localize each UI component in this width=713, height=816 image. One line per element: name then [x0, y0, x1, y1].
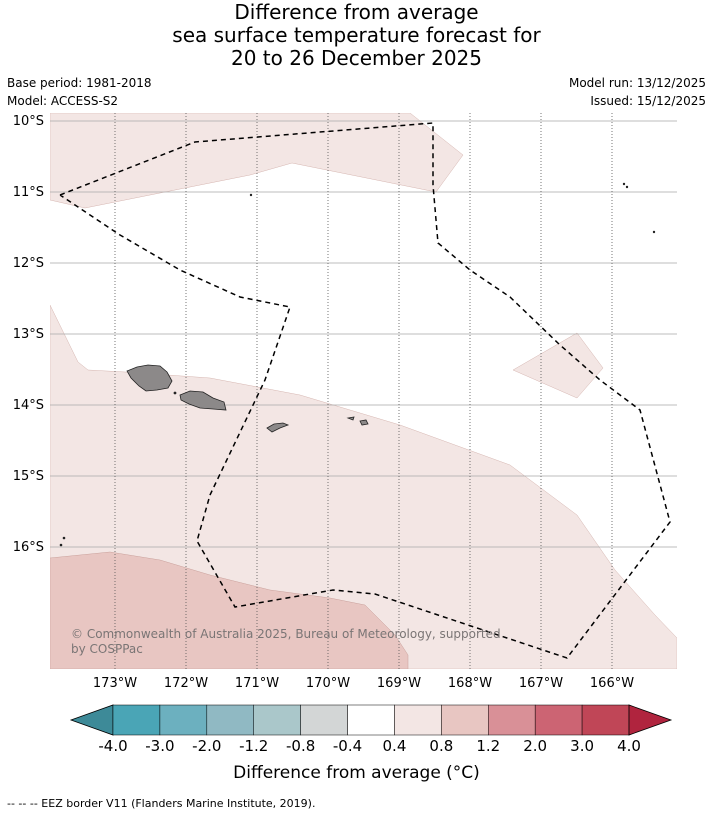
lon-label: 171°W [235, 676, 279, 691]
colorbar-bin [348, 705, 395, 735]
lon-label: 172°W [164, 676, 208, 691]
lat-label: 16°S [13, 540, 44, 555]
eez-footnote: -- -- -- EEZ border V11 (Flanders Marine… [7, 797, 315, 810]
anomaly-region-light-north [50, 113, 463, 208]
sst-anomaly-map: © Commonwealth of Australia 2025, Bureau… [0, 0, 713, 816]
latitude-labels: 10°S 11°S 12°S 13°S 14°S 15°S 16°S [13, 114, 44, 555]
colorbar-bin [488, 705, 535, 735]
colorbar-tick-label: -1.2 [239, 737, 268, 755]
lat-label: 12°S [13, 256, 44, 271]
longitude-labels: 173°W 172°W 171°W 170°W 169°W 168°W 167°… [93, 676, 634, 691]
tau-island [360, 420, 368, 425]
colorbar-tick-label: -3.0 [145, 737, 174, 755]
colorbar-label: Difference from average (°C) [0, 763, 713, 783]
colorbar-bin [394, 705, 441, 735]
lat-label: 14°S [13, 398, 44, 413]
lat-label: 11°S [13, 185, 44, 200]
colorbar-tick-label: -2.0 [192, 737, 221, 755]
lon-label: 168°W [448, 676, 492, 691]
lat-label: 13°S [13, 327, 44, 342]
lon-label: 166°W [590, 676, 634, 691]
colorbar-extend-low [71, 705, 113, 735]
colorbar-bin [254, 705, 301, 735]
colorbar: -4.0 -3.0 -2.0 -1.2 -0.8 -0.4 0.4 0.8 1.2 2.0 3.0 4… [71, 705, 671, 755]
lon-label: 167°W [519, 676, 563, 691]
colorbar-bin [113, 705, 160, 735]
lat-label: 10°S [13, 114, 44, 129]
colorbar-bin [301, 705, 348, 735]
colorbar-tick-label: 3.0 [570, 737, 594, 755]
colorbar-bin [441, 705, 488, 735]
colorbar-tick-label: 0.4 [383, 737, 407, 755]
colorbar-bin [160, 705, 207, 735]
colorbar-tick-label: 1.2 [476, 737, 500, 755]
lon-label: 173°W [93, 676, 137, 691]
lon-label: 170°W [306, 676, 350, 691]
colorbar-tick-label: -4.0 [98, 737, 127, 755]
colorbar-bin [535, 705, 582, 735]
lat-label: 15°S [13, 469, 44, 484]
colorbar-bin [207, 705, 254, 735]
colorbar-extend-high [629, 705, 671, 735]
colorbar-bin [582, 705, 629, 735]
colorbar-tick-label: 2.0 [523, 737, 547, 755]
colorbar-tick-label: -0.8 [286, 737, 315, 755]
colorbar-tick-label: 4.0 [617, 737, 641, 755]
colorbar-tick-label: -0.4 [333, 737, 362, 755]
colorbar-tick-label: 0.8 [429, 737, 453, 755]
lon-label: 169°W [377, 676, 421, 691]
